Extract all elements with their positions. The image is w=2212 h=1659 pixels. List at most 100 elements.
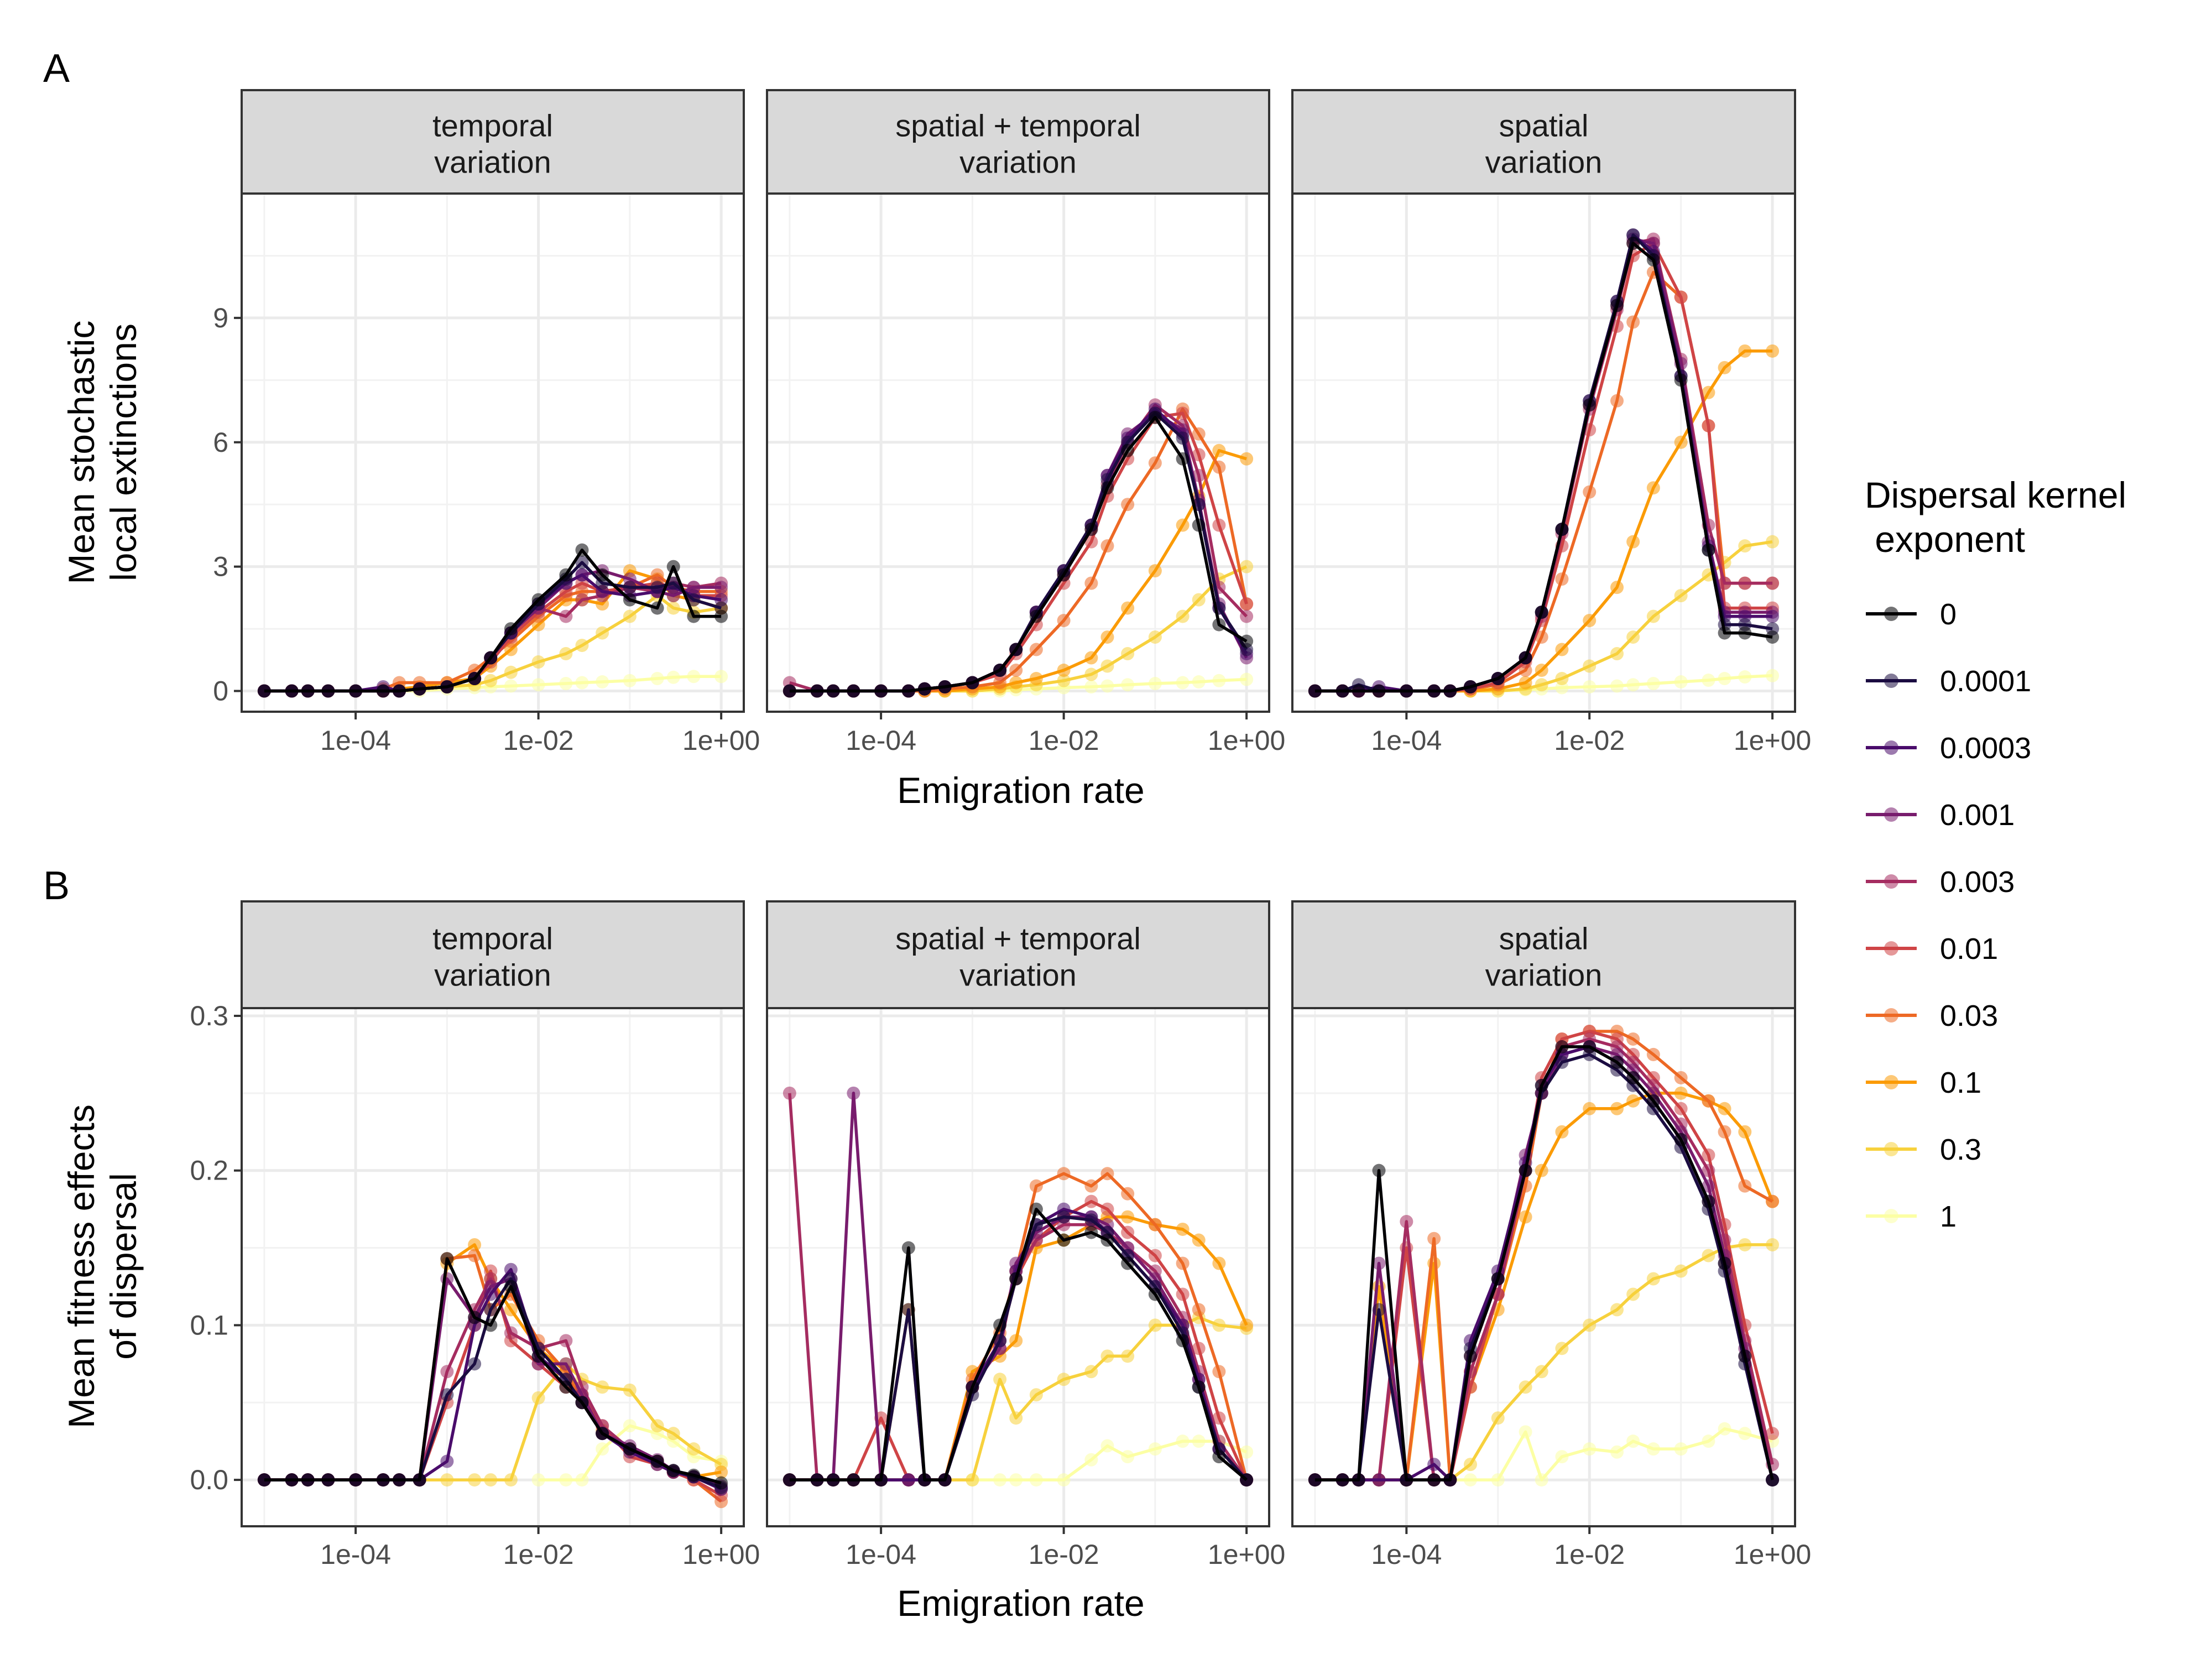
data-point: [531, 593, 545, 607]
data-point: [938, 680, 952, 694]
data-point: [1400, 1473, 1413, 1487]
data-point: [1766, 630, 1780, 644]
data-point: [285, 1473, 299, 1487]
data-point: [810, 1473, 824, 1487]
x-tick-label: 1e-02: [1554, 725, 1625, 756]
data-point: [782, 1086, 796, 1100]
data-point: [1192, 675, 1206, 689]
data-point: [468, 1311, 482, 1324]
panel-B: Mean fitness effectsof dispersal temporal…: [61, 900, 1811, 1570]
x-tick-label: 1e-04: [1371, 1539, 1442, 1570]
data-point: [1148, 410, 1162, 424]
data-point: [1626, 1094, 1640, 1108]
data-point: [1718, 672, 1731, 686]
data-point: [1212, 1365, 1226, 1379]
data-point: [1100, 679, 1114, 693]
data-point: [531, 1391, 545, 1405]
data-point: [1308, 684, 1322, 698]
data-point: [1702, 1179, 1715, 1193]
data-point: [1240, 597, 1254, 611]
data-point: [1766, 669, 1780, 682]
data-point: [1583, 659, 1597, 673]
legend-item-label: 0.0001: [1940, 665, 2031, 698]
data-point: [1555, 572, 1569, 586]
data-point: [1057, 568, 1071, 582]
series-0: [782, 1202, 1254, 1487]
plot-border: [766, 1007, 1270, 1527]
data-point: [1626, 535, 1640, 549]
data-point: [1519, 676, 1532, 690]
data-point: [1057, 1167, 1071, 1181]
facet-strip: [1291, 900, 1796, 1009]
data-point: [596, 1442, 609, 1456]
data-point: [504, 1280, 518, 1293]
data-point: [1702, 1249, 1715, 1262]
panels: Mean stochasticlocal extinctions temporal…: [61, 89, 1811, 1570]
data-point: [1192, 518, 1206, 532]
data-point: [1766, 535, 1780, 549]
data-point: [1212, 1318, 1226, 1332]
data-point: [1718, 1102, 1731, 1115]
data-point: [440, 1272, 454, 1286]
data-point: [1148, 456, 1162, 470]
data-point: [1427, 1473, 1441, 1487]
data-point: [1463, 1473, 1477, 1487]
data-point: [1057, 674, 1071, 687]
series-0: [782, 410, 1254, 698]
legend-key-point: [1884, 1008, 1898, 1022]
data-point: [1702, 1148, 1715, 1162]
data-point: [1240, 452, 1254, 466]
data-point: [257, 684, 271, 698]
data-point: [1212, 518, 1226, 532]
data-point: [1610, 1102, 1624, 1115]
data-point: [1176, 1287, 1190, 1301]
data-point: [1148, 1318, 1162, 1332]
legend-key-point: [1884, 1142, 1898, 1156]
data-point: [1626, 678, 1640, 692]
x-tick-label: 1e-04: [846, 725, 916, 756]
data-point: [826, 684, 840, 698]
facet-strip: [1291, 89, 1796, 195]
legend-title-line1: Dispersal kernel: [1865, 474, 2126, 515]
data-point: [321, 1473, 335, 1487]
x-tick-label: 1e-04: [320, 725, 391, 756]
legend-item-label: 0: [1940, 598, 1957, 631]
x-tick-label: 1e+00: [1208, 725, 1285, 756]
data-point: [1121, 1210, 1135, 1224]
data-point: [504, 1303, 518, 1317]
data-point: [1192, 427, 1206, 441]
data-point: [1084, 1179, 1098, 1193]
data-point: [1192, 468, 1206, 482]
data-point: [1766, 1238, 1780, 1251]
data-point: [1121, 1256, 1135, 1270]
data-point: [1646, 1272, 1660, 1286]
data-point: [1626, 630, 1640, 644]
data-point: [1535, 1078, 1548, 1092]
data-point: [1718, 1422, 1731, 1436]
x-tick-label: 1e-04: [320, 1539, 391, 1570]
data-point: [1674, 435, 1688, 449]
data-point: [468, 672, 482, 686]
data-point: [559, 677, 573, 691]
facet-strip-label-line1: spatial + temporal: [895, 108, 1141, 143]
data-point: [1610, 647, 1624, 661]
data-point: [1535, 1164, 1548, 1177]
x-tick-label: 1e+00: [1208, 1539, 1285, 1570]
facet-strip-label-line2: variation: [959, 958, 1077, 993]
data-point: [714, 1465, 728, 1479]
data-point: [1702, 1164, 1715, 1177]
data-point: [1176, 1334, 1190, 1348]
legend-item-0.003: 0.003: [1866, 865, 2015, 899]
data-point: [1718, 361, 1731, 374]
series-0: [1308, 1040, 1780, 1487]
legend-item-label: 0.1: [1940, 1066, 1981, 1099]
data-point: [1212, 460, 1226, 474]
data-point: [650, 581, 664, 594]
data-point: [1176, 1256, 1190, 1270]
data-point: [1427, 1458, 1441, 1472]
data-point: [504, 665, 518, 679]
y-tick-label: 0.3: [190, 1000, 228, 1031]
data-point: [484, 1473, 498, 1487]
legend-item-label: 0.0003: [1940, 732, 2031, 765]
